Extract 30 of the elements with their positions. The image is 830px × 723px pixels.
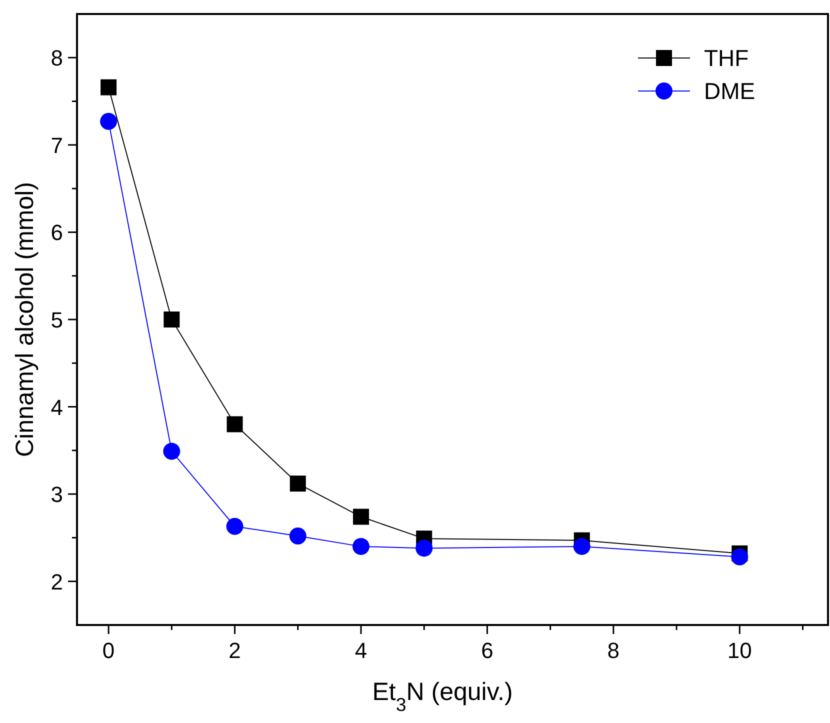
point <box>731 548 748 566</box>
point <box>352 538 370 555</box>
x-axis-title: Et$_{3}$N (equiv.) <box>372 678 513 714</box>
point <box>226 416 243 432</box>
y-tick-label: 3 <box>50 482 63 508</box>
legend-label: THF <box>704 45 749 71</box>
y-tick-label: 6 <box>50 220 63 246</box>
point <box>573 538 590 555</box>
x-tick-label: 8 <box>607 638 620 663</box>
y-tick-label: 2 <box>50 569 63 594</box>
point <box>290 476 306 492</box>
y-tick-label: 4 <box>50 394 63 420</box>
point <box>100 112 118 130</box>
point <box>226 518 244 535</box>
x-tick-label: 6 <box>481 638 494 663</box>
y-axis-title: Cinnamyl alcohol (mmol) <box>11 182 39 458</box>
point <box>352 508 369 525</box>
point <box>416 540 433 557</box>
point <box>164 312 180 328</box>
point <box>163 442 180 460</box>
y-tick-label: 7 <box>50 132 63 158</box>
point <box>100 79 117 96</box>
x-tick-label: 4 <box>354 638 368 663</box>
x-tick-label: 2 <box>228 638 241 663</box>
x-tick-label: 0 <box>102 638 115 663</box>
y-tick-label: 5 <box>50 308 63 332</box>
legend-label: DME <box>704 78 756 104</box>
x-tick-label: 10 <box>727 638 752 663</box>
point <box>289 527 306 544</box>
y-tick-label: 8 <box>50 46 63 71</box>
